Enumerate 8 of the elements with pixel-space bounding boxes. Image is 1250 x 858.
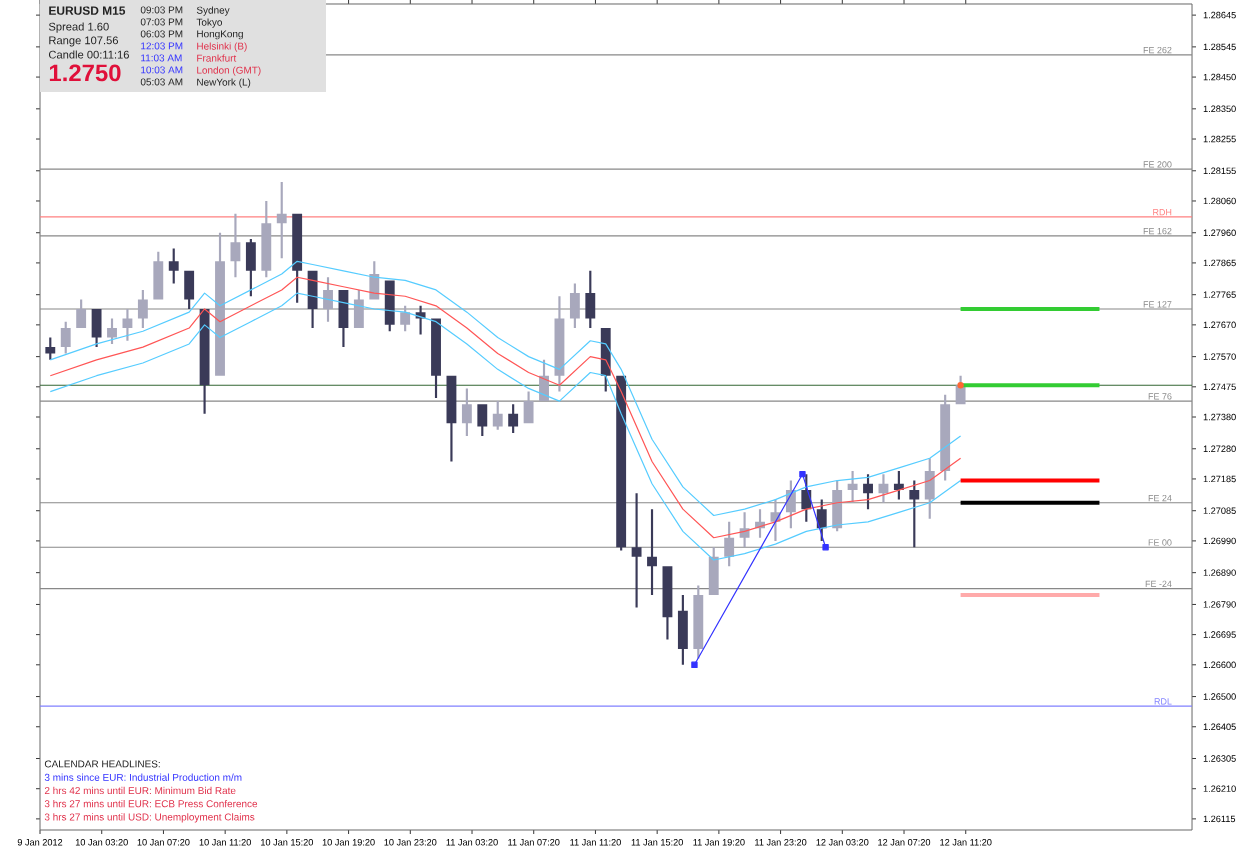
candlestick — [631, 493, 642, 608]
point — [957, 382, 964, 389]
candlestick — [230, 213, 241, 278]
point — [799, 470, 806, 478]
candlestick — [122, 308, 133, 341]
point — [822, 544, 829, 551]
point — [691, 661, 698, 668]
annotation: 1.2750 — [49, 64, 121, 82]
